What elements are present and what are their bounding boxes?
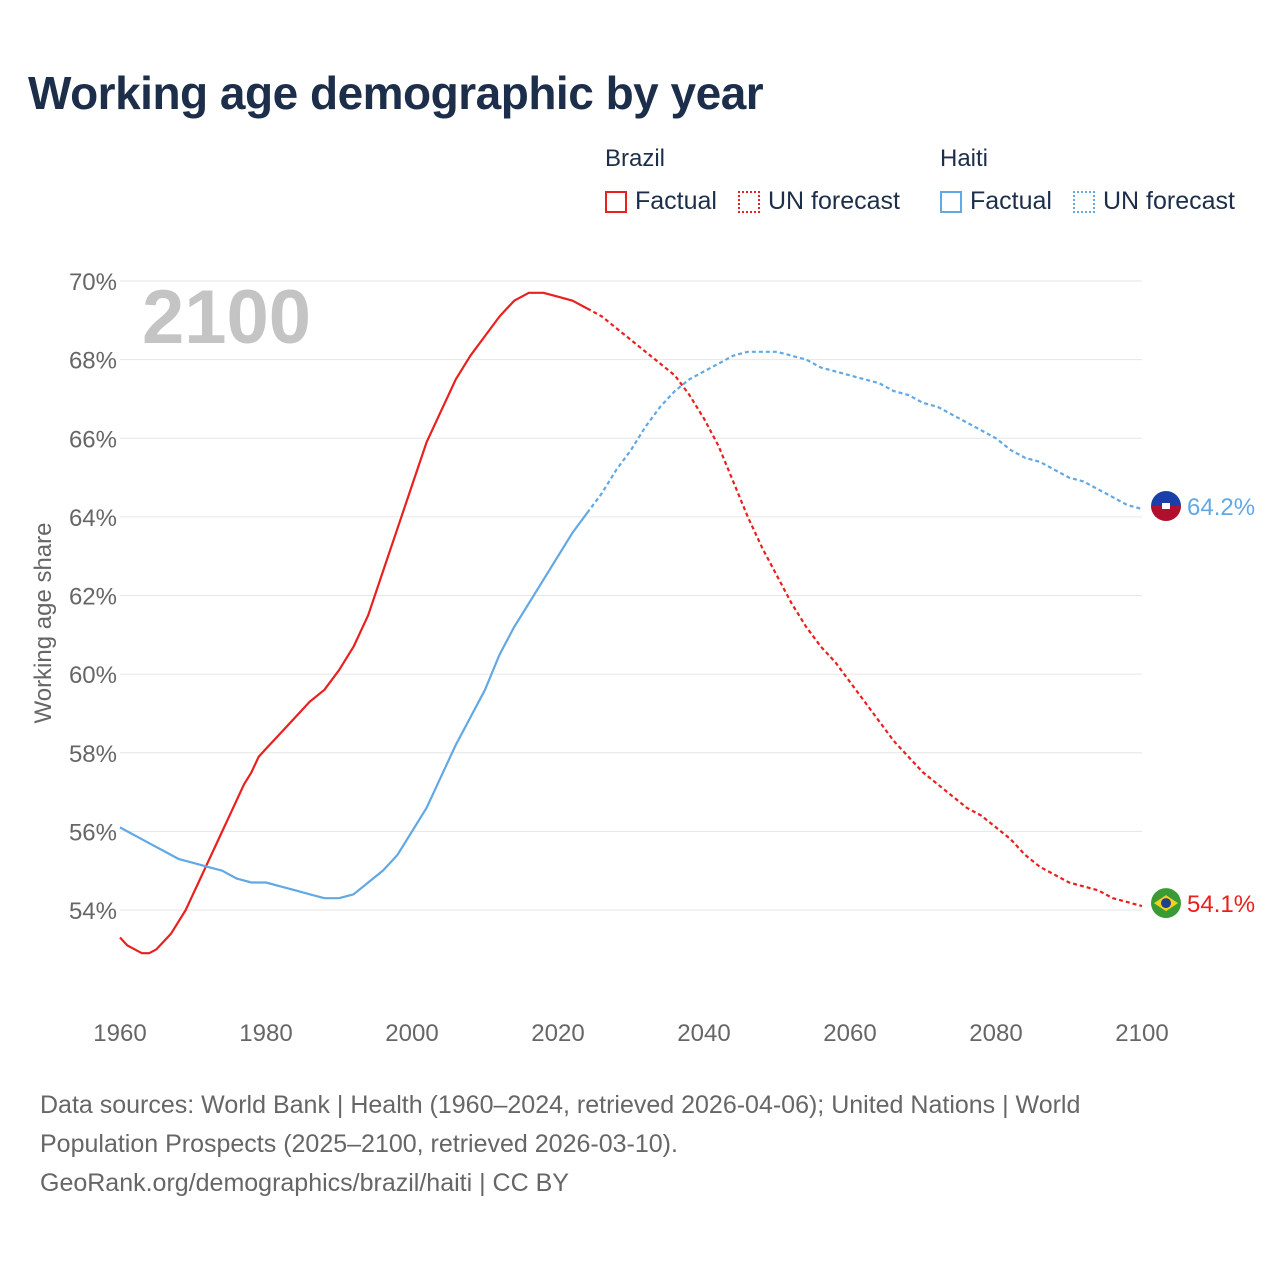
year-overlay: 2100 [142, 275, 311, 360]
data-sources: Data sources: World Bank | Health (1960–… [40, 1091, 1081, 1158]
x-tick-label: 2000 [385, 1020, 438, 1047]
x-tick-label: 2020 [531, 1020, 584, 1047]
y-tick-label: 66% [69, 426, 117, 453]
legend-swatch-dotted [738, 190, 760, 213]
haiti-flag [1151, 491, 1181, 522]
legend-title-brazil: Brazil [605, 145, 666, 172]
x-tick-label: 2080 [969, 1020, 1022, 1047]
end-value-label-brazil: 54.1% [1187, 891, 1255, 918]
legend-swatch-dotted [1073, 190, 1095, 213]
brazil-flag [1151, 888, 1181, 919]
legend-label: Factual [970, 187, 1052, 215]
flag-globe [1161, 898, 1171, 909]
flag-bottom-band [1151, 506, 1181, 522]
legend-swatch-solid [605, 190, 627, 213]
y-tick-label: 60% [69, 662, 117, 689]
legend-brazil-factual[interactable]: Factual [605, 187, 717, 216]
y-tick-label: 62% [69, 584, 117, 611]
y-tick-label: 58% [69, 741, 117, 768]
legend-title-haiti: Haiti [940, 145, 989, 172]
flag-emblem [1162, 503, 1170, 510]
legend-swatch-solid [940, 190, 962, 213]
y-axis-label: Working age share [30, 523, 57, 724]
x-tick-label: 1980 [239, 1020, 292, 1047]
y-tick-label: 64% [69, 505, 117, 532]
x-tick-label: 1960 [93, 1020, 146, 1047]
series-haiti-forecast-line [586, 350, 1143, 514]
legend-brazil-forecast[interactable]: UN forecast [738, 187, 900, 216]
footer: Data sources: World Bank | Health (1960–… [40, 1086, 1190, 1203]
y-tick-label: 54% [69, 898, 117, 925]
source-url[interactable]: GeoRank.org/demographics/brazil/haiti | … [40, 1169, 569, 1197]
line-chart: 54% 56% 58% 60% 62% 64% 66% 68% 70% 1960 1980 2000… [30, 269, 1255, 1047]
x-tick-label: 2100 [1115, 1020, 1168, 1047]
series-brazil-factual-line [119, 291, 588, 955]
legend-label: UN forecast [768, 187, 900, 215]
legend-label: UN forecast [1103, 187, 1235, 215]
series-haiti-factual-line [119, 512, 589, 900]
y-tick-label: 56% [69, 819, 117, 846]
x-tick-label: 2060 [823, 1020, 876, 1047]
y-tick-label: 70% [69, 269, 117, 296]
legend-haiti-forecast[interactable]: UN forecast [1073, 187, 1235, 216]
end-value-label-haiti: 64.2% [1187, 494, 1255, 521]
y-tick-label: 68% [69, 348, 117, 375]
legend-label: Factual [635, 187, 717, 215]
legend-haiti-factual[interactable]: Factual [940, 187, 1052, 216]
chart-title: Working age demographic by year [28, 67, 764, 119]
x-tick-label: 2040 [677, 1020, 730, 1047]
series-brazil-forecast-line [586, 307, 1143, 908]
flag-top-band [1151, 491, 1181, 507]
